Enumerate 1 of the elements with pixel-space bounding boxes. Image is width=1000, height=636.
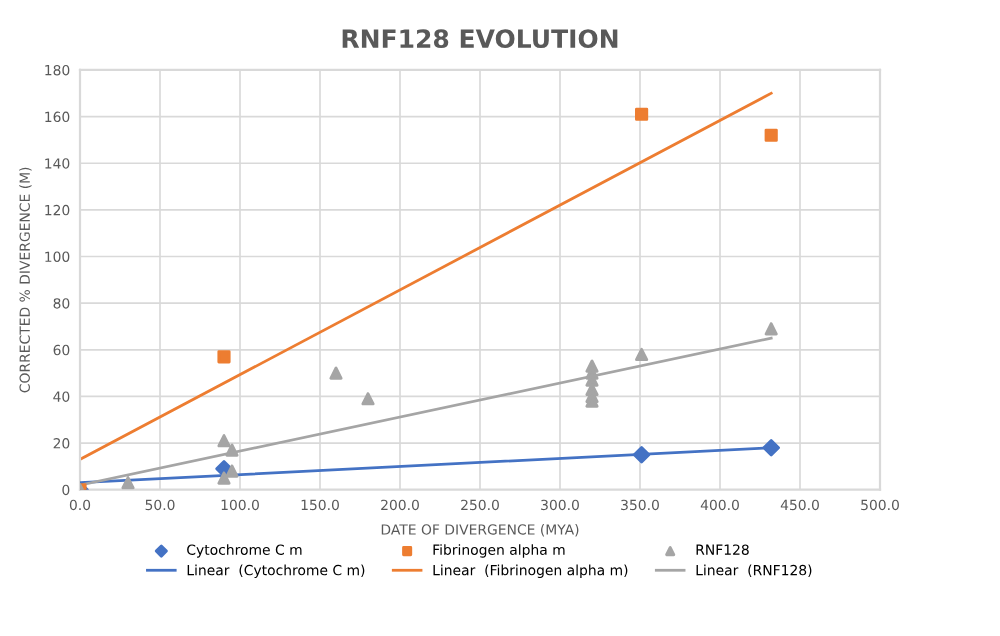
chart-title: RNF128 EVOLUTION	[342, 29, 618, 49]
